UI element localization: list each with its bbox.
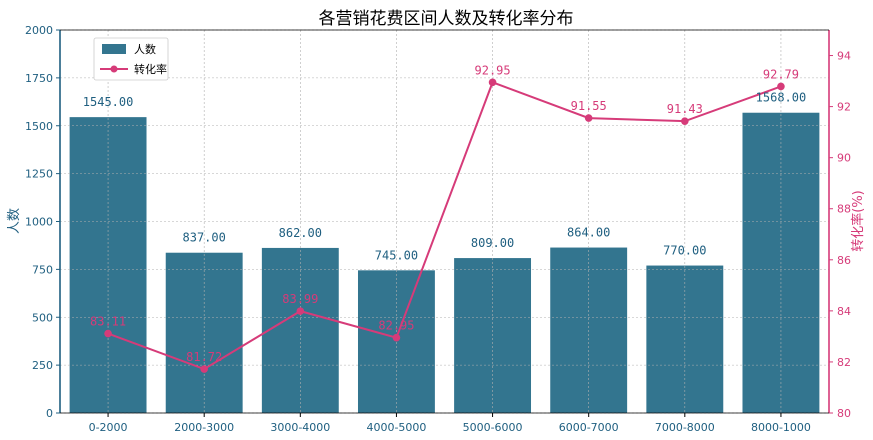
- legend: 人数 转化率: [93, 37, 169, 81]
- y-right-tick-label-3: 86: [837, 254, 851, 267]
- bar-1: [165, 252, 243, 413]
- bar-value-label-2: 862.00: [279, 226, 322, 240]
- y-axis-right-label: 转化率(%): [850, 190, 866, 252]
- bar-value-label-1: 837.00: [183, 231, 226, 245]
- x-tick-label-4: 5000-6000: [463, 421, 523, 434]
- conversion-value-label-7: 92.79: [763, 67, 799, 81]
- bar-0: [69, 117, 147, 413]
- y-left-tick-label-5: 1250: [25, 168, 53, 181]
- conversion-line: [107, 81, 782, 371]
- x-tick-label-1: 2000-3000: [174, 421, 234, 434]
- x-tick-label-5: 6000-7000: [559, 421, 619, 434]
- y-left-tick-label-3: 750: [32, 263, 53, 276]
- conversion-point-7: [777, 82, 785, 91]
- y-left-tick-label-4: 1000: [25, 216, 53, 229]
- bar-value-label-7: 1568.00: [756, 91, 807, 105]
- conversion-point-4: [488, 78, 497, 87]
- y-left-tick-label-1: 250: [32, 359, 53, 372]
- y-left-tick-label-6: 1500: [25, 120, 53, 133]
- y-right-tick-label-6: 92: [837, 101, 851, 114]
- y-left-tick-label-0: 0: [46, 407, 53, 420]
- data-labels: 1545.00 837.00 862.00 745.00 809.00 864.00 770…: [83, 63, 806, 364]
- conversion-point-6: [681, 117, 689, 125]
- y-right-tick-label-0: 80: [837, 407, 851, 420]
- conversion-point-0: [104, 329, 112, 338]
- conversion-value-label-3: 82.95: [378, 319, 414, 333]
- chart-title: 各营销花费区间人数及转化率分布: [319, 9, 574, 29]
- conversion-value-label-1: 81.72: [186, 350, 222, 364]
- bar-value-label-4: 809.00: [471, 236, 514, 250]
- x-tick-label-7: 8000-1000: [751, 421, 811, 434]
- legend-bar-label: 人数: [134, 43, 156, 56]
- y-right-tick-label-1: 82: [837, 356, 851, 369]
- y-right-tick-label-5: 90: [837, 152, 851, 165]
- conversion-point-5: [584, 114, 593, 122]
- y-right-tick-label-4: 88: [837, 203, 851, 216]
- legend-bar-swatch: [102, 44, 126, 54]
- bar-value-label-6: 770.00: [663, 244, 706, 258]
- conversion-value-label-4: 92.95: [475, 63, 511, 77]
- legend-line-label: 转化率: [134, 62, 167, 76]
- line-series: [104, 78, 785, 373]
- x-tick-label-0: 0-2000: [89, 421, 128, 434]
- x-tick-label-6: 7000-8000: [655, 421, 715, 434]
- bar-value-label-3: 745.00: [375, 248, 418, 262]
- y-right-tick-label-7: 94: [837, 50, 851, 63]
- conversion-value-label-6: 91.43: [667, 102, 703, 116]
- y-left-tick-label-7: 1750: [25, 72, 53, 85]
- y-left-tick-label-8: 2000: [25, 24, 53, 37]
- y-axis-left-label: 人数: [7, 208, 22, 234]
- axes: 0 250 500 750 1000 1250 1500 1750 2000 80 82 84 86 88…: [25, 24, 851, 434]
- y-left-tick-label-2: 500: [32, 311, 53, 324]
- y-right-tick-label-2: 84: [837, 305, 851, 318]
- legend-line-marker: [110, 65, 118, 73]
- bar-value-label-5: 864.00: [567, 226, 610, 240]
- conversion-point-3: [392, 333, 401, 342]
- conversion-point-1: [200, 365, 208, 373]
- conversion-value-label-5: 91.55: [571, 99, 607, 113]
- conversion-value-label-0: 83.11: [90, 315, 126, 329]
- conversion-value-label-2: 83.99: [282, 292, 318, 306]
- bar-value-label-0: 1545.00: [83, 95, 134, 109]
- bar-series: [69, 112, 820, 413]
- x-tick-label-3: 4000-5000: [366, 421, 426, 434]
- conversion-point-2: [296, 307, 305, 315]
- x-tick-label-2: 3000-4000: [270, 421, 330, 434]
